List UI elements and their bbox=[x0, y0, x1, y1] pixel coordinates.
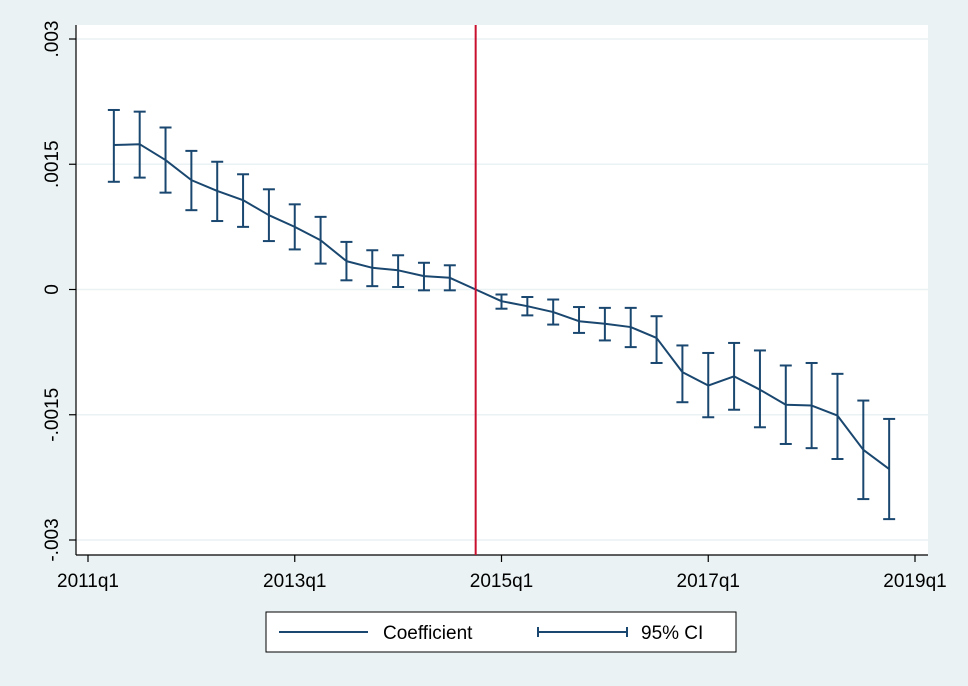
y-tick-label: .0015 bbox=[42, 140, 63, 188]
y-tick-label: 0 bbox=[42, 284, 63, 295]
legend: Coefficient 95% CI bbox=[265, 611, 737, 653]
ci-bar bbox=[650, 315, 663, 364]
x-tick-label: 2019q1 bbox=[883, 571, 946, 592]
x-tick-label: 2011q1 bbox=[57, 571, 119, 592]
x-tick-label: 2015q1 bbox=[470, 571, 533, 592]
y-axis-ticks: -.003 -.0015 0 .0015 .003 bbox=[42, 21, 76, 562]
ci-bar bbox=[676, 344, 689, 404]
x-axis-ticks: 2011q1 2013q1 2015q1 2017q1 2019q1 bbox=[57, 555, 947, 592]
x-tick-label: 2013q1 bbox=[263, 571, 326, 592]
ci-bar bbox=[573, 306, 586, 334]
coefficient-line bbox=[113, 143, 890, 470]
legend-ci-label: 95% CI bbox=[641, 623, 703, 644]
ci-bar bbox=[107, 108, 120, 183]
y-tick-label: -.003 bbox=[42, 518, 63, 561]
x-tick-label: 2017q1 bbox=[677, 571, 740, 592]
legend-coefficient-label: Coefficient bbox=[383, 623, 473, 644]
y-tick-label: .003 bbox=[42, 21, 63, 58]
y-tick-label: -.0015 bbox=[42, 388, 63, 442]
coefficient-series bbox=[113, 143, 890, 470]
